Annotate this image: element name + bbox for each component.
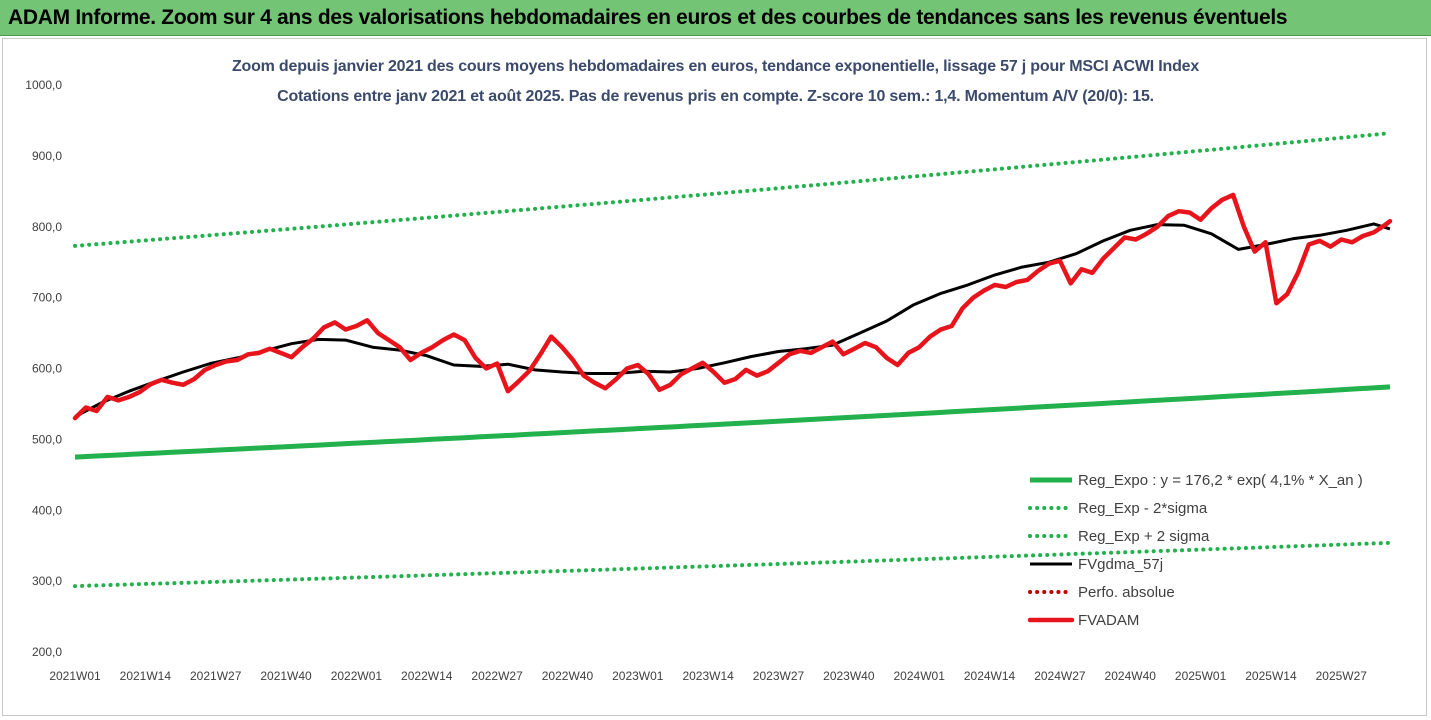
y-tick-label: 800,0 [32, 220, 62, 234]
y-tick-label: 600,0 [32, 362, 62, 376]
report-title: ADAM Informe. Zoom sur 4 ans des valoris… [8, 6, 1288, 29]
x-tick-label: 2023W14 [682, 669, 734, 683]
x-tick-label: 2024W40 [1105, 669, 1157, 683]
legend-label: Reg_Exp + 2 sigma [1078, 528, 1210, 545]
legend-label: Reg_Exp - 2*sigma [1078, 500, 1208, 517]
x-tick-label: 2023W27 [753, 669, 805, 683]
chart-subtitle: Cotations entre janv 2021 et août 2025. … [277, 88, 1154, 105]
report-banner: ADAM Informe. Zoom sur 4 ans des valoris… [0, 0, 1431, 36]
y-tick-label: 400,0 [32, 503, 62, 517]
x-tick-label: 2023W40 [823, 669, 875, 683]
x-tick-label: 2025W01 [1175, 669, 1227, 683]
chart-title: Zoom depuis janvier 2021 des cours moyen… [231, 58, 1200, 75]
y-tick-label: 1000,0 [25, 78, 62, 92]
x-tick-label: 2025W14 [1245, 669, 1297, 683]
x-tick-label: 2022W27 [471, 669, 523, 683]
series-layer [72, 131, 1393, 589]
legend: Reg_Expo : y = 176,2 * exp( 4,1% * X_an … [1027, 472, 1363, 629]
y-tick-label: 500,0 [32, 432, 62, 446]
series-line-reg-exp-2-sigma [73, 540, 1392, 589]
x-tick-label: 2024W27 [1034, 669, 1086, 683]
legend-label: Perfo. absolue [1078, 584, 1175, 601]
x-tick-label: 2021W40 [260, 669, 312, 683]
chart-frame [2, 38, 1427, 716]
legend-label: FVADAM [1078, 612, 1139, 629]
y-tick-label: 700,0 [32, 291, 62, 305]
x-tick-label: 2022W14 [401, 669, 453, 683]
y-tick-label: 300,0 [32, 574, 62, 588]
legend-label: Reg_Expo : y = 176,2 * exp( 4,1% * X_an … [1078, 472, 1363, 489]
x-tick-label: 2023W01 [612, 669, 664, 683]
x-tick-label: 2021W27 [190, 669, 242, 683]
y-tick-label: 200,0 [32, 645, 62, 659]
x-tick-label: 2025W27 [1316, 669, 1368, 683]
series-line-fvgdma-57j [74, 222, 1391, 419]
x-tick-label: 2022W01 [331, 669, 383, 683]
y-tick-label: 900,0 [32, 149, 62, 163]
y-axis: 200,0 300,0 400,0 500,0 600,0 700,0 800,0 900,0… [25, 78, 62, 659]
x-tick-label: 2024W14 [964, 669, 1016, 683]
series-line-reg-exp-2-sigma [73, 131, 1392, 248]
x-tick-label: 2021W01 [49, 669, 101, 683]
x-tick-label: 2021W14 [120, 669, 172, 683]
legend-label: FVgdma_57j [1078, 556, 1163, 573]
x-axis: 2021W01 2021W14 2021W27 2021W40 2022W01 2022W… [49, 669, 1367, 683]
x-tick-label: 2022W40 [542, 669, 594, 683]
series-line-reg-expo-y-176-2-exp-4-1-x-an [74, 384, 1391, 460]
series-line-fvadam [72, 192, 1393, 421]
x-tick-label: 2024W01 [894, 669, 946, 683]
